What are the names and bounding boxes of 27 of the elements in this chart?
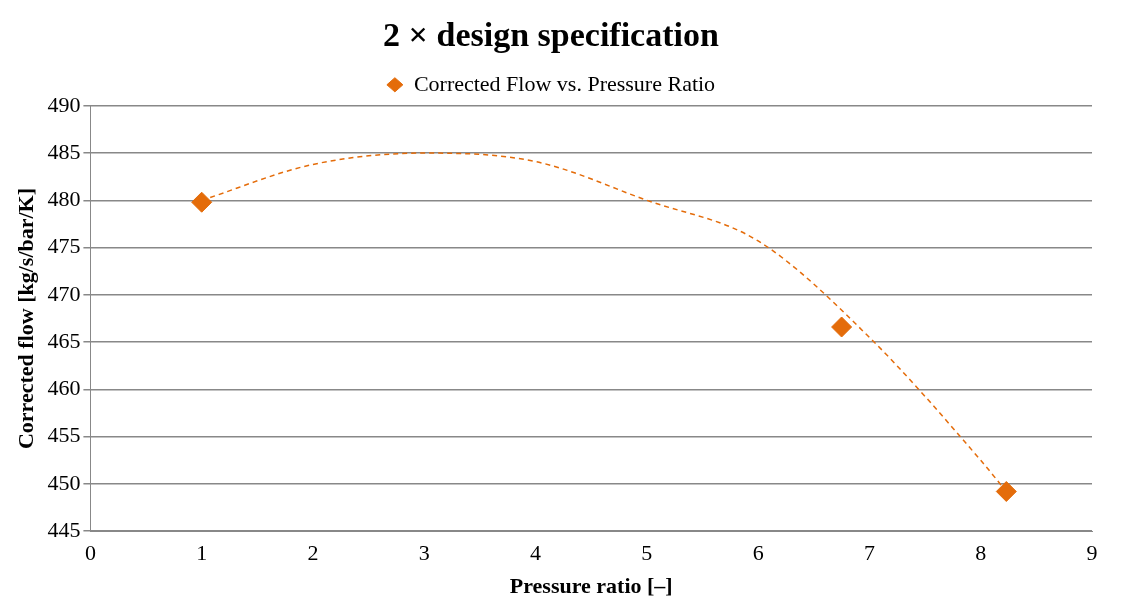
point: [831, 316, 853, 338]
x-tick-label: 3: [418, 540, 430, 566]
x-axis-title: Pressure ratio [–]: [509, 573, 673, 599]
y-tick-label: 470: [47, 280, 81, 306]
x-tick-label: 2: [307, 540, 319, 566]
y-tick-label: 445: [47, 516, 81, 542]
y-tick-label: 455: [47, 422, 81, 448]
y-tick-label: 450: [47, 469, 81, 495]
y-tick-label: 480: [47, 186, 81, 212]
x-tick-label: 7: [863, 540, 875, 566]
y-tick-label: 490: [47, 91, 81, 117]
point: [191, 191, 213, 213]
point: [995, 481, 1017, 502]
y-tick-label: 460: [47, 375, 81, 401]
y-tick-label: 475: [47, 233, 81, 259]
chart-title: 2 × design specification: [383, 16, 719, 54]
x-tick-label: 4: [530, 540, 542, 566]
x-tick-label: 9: [1086, 540, 1098, 566]
legend-label: Corrected Flow vs. Pressure Ratio: [413, 70, 716, 96]
y-tick-label: 465: [47, 327, 81, 353]
x-tick-label: 8: [975, 540, 987, 566]
x-tick-label: 0: [84, 540, 96, 566]
x-tick-label: 5: [641, 540, 653, 566]
y-tick-label: 485: [47, 138, 81, 164]
y-axis-title: Corrected flow [kg/s/bar/K]: [12, 187, 38, 450]
x-tick-label: 6: [752, 540, 764, 566]
x-tick-label: 1: [196, 540, 208, 566]
